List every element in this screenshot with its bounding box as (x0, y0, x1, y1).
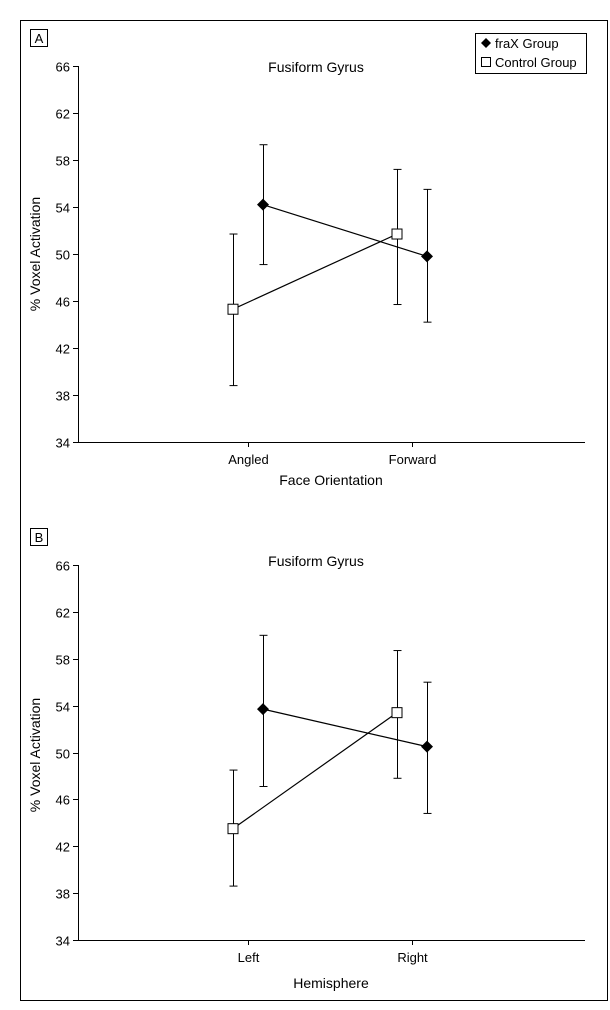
panel-a-control-point (227, 303, 239, 315)
panel-b-y-tick-label: 58 (56, 653, 70, 668)
panel-a-control-point (391, 228, 403, 240)
panel-a-label: A (35, 31, 44, 46)
panel-b-y-tick-label: 46 (56, 793, 70, 808)
panel-a-y-tick-label: 62 (56, 107, 70, 122)
panel-a-y-tick-label: 54 (56, 201, 70, 216)
legend-frax-marker (481, 38, 491, 48)
panel-a-plot (227, 144, 433, 387)
panel-a-control-series-line (232, 233, 398, 310)
panel-b-y-tick-label: 50 (56, 747, 70, 762)
legend-frax-label: fraX Group (495, 36, 559, 51)
panel-b-y-tick-label: 66 (56, 559, 70, 574)
panel-a-ylabel: % Voxel Activation (27, 197, 43, 311)
legend: fraX Group Control Group (475, 33, 587, 74)
panel-a-y-ticks: 34 38 42 46 50 54 58 62 66 (56, 60, 78, 451)
panel-a-y-tick-label: 58 (56, 154, 70, 169)
panel-b-x-tick-label: Left (238, 950, 260, 965)
panel-a-x-ticks: Angled Forward (228, 442, 436, 467)
panel-b-y-tick-label: 54 (56, 700, 70, 715)
panel-a-frax-point (257, 198, 269, 211)
panel-a-x-tick-label: Forward (389, 452, 437, 467)
panel-b-label-box (30, 528, 48, 546)
panel-b-y-tick-label: 42 (56, 840, 70, 855)
panel-a-y-tick-label: 46 (56, 295, 70, 310)
panel-b-y-ticks: 34 38 42 46 50 54 58 62 66 (56, 559, 78, 949)
panel-b-x-ticks: Left Right (238, 940, 428, 965)
panel-b-control-series-line (232, 712, 398, 830)
panel-b-plot (227, 634, 433, 887)
panel-b-frax-point (421, 740, 433, 753)
panel-b-label: B (35, 530, 44, 545)
panel-b-y-tick-label: 34 (56, 934, 70, 949)
panel-b-control-point (227, 823, 239, 835)
panel-a-y-tick-label: 50 (56, 248, 70, 263)
panel-a-frax-series-line (262, 204, 428, 257)
panel-a-y-tick-label: 34 (56, 436, 70, 451)
panel-b: B Fusiform Gyrus % Voxel Activation Hemi… (27, 528, 585, 991)
panel-a: A Fusiform Gyrus % Voxel Activation Face… (27, 29, 585, 488)
panel-b-x-tick-label: Right (397, 950, 428, 965)
panel-b-control-point (391, 707, 403, 719)
panel-a-y-tick-label: 66 (56, 60, 70, 75)
panel-b-ylabel: % Voxel Activation (27, 698, 43, 812)
legend-box (475, 33, 587, 74)
legend-control-label: Control Group (495, 55, 577, 70)
panel-a-label-box (30, 29, 48, 47)
panel-b-xlabel: Hemisphere (293, 975, 369, 991)
figure-frame (20, 20, 608, 1001)
panel-a-xlabel: Face Orientation (279, 472, 383, 488)
panel-a-y-tick-label: 38 (56, 389, 70, 404)
panel-a-title: Fusiform Gyrus (268, 59, 364, 75)
panel-b-frax-point (257, 703, 269, 716)
panel-a-x-tick-label: Angled (228, 452, 268, 467)
panel-a-frax-point (421, 250, 433, 263)
panel-a-y-tick-label: 42 (56, 342, 70, 357)
legend-control-marker (481, 57, 491, 67)
panel-b-frax-series-line (262, 708, 428, 748)
panel-b-y-tick-label: 62 (56, 606, 70, 621)
panel-b-title: Fusiform Gyrus (268, 553, 364, 569)
panel-b-y-tick-label: 38 (56, 887, 70, 902)
